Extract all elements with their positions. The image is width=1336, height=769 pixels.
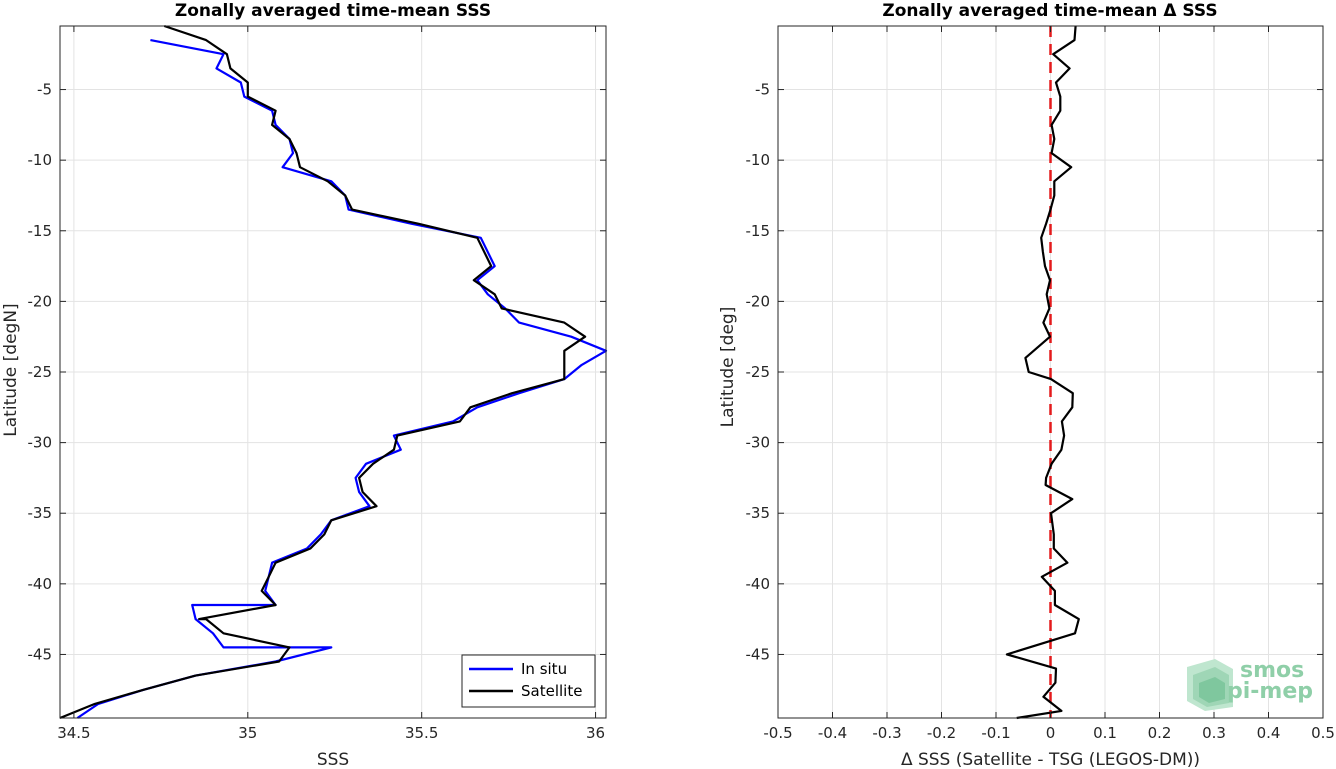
x-tick-label: 35.5 <box>405 724 438 742</box>
chart-title: Zonally averaged time-mean Δ SSS <box>882 1 1217 21</box>
y-tick-label: -10 <box>746 151 771 169</box>
x-axis-label: Δ SSS (Satellite - TSG (LEGOS-DM)) <box>901 750 1200 769</box>
logo-waves-core-icon <box>1199 677 1225 703</box>
x-tick-label: 0.5 <box>1311 724 1335 742</box>
x-tick-label: 34.5 <box>57 724 90 742</box>
y-tick-label: -35 <box>746 504 771 522</box>
legend-box <box>461 654 596 708</box>
logo-text-pi-mep: pi-mep <box>1227 679 1313 704</box>
x-tick-label: 0.3 <box>1202 724 1226 742</box>
x-tick-label: 36 <box>586 724 605 742</box>
delta-sss-panel: -0.5 -0.4 -0.3 -0.2 -0.1 0 0.1 0.2 0.3 0.4 0.5 -5 -1… <box>718 1 1335 769</box>
x-tick-label: 0 <box>1046 724 1056 742</box>
y-axis-label: Latitude [deg] <box>718 307 738 428</box>
legend-label-satellite: Satellite <box>521 682 582 700</box>
y-tick-label: -30 <box>28 434 53 452</box>
x-tick-label: 35 <box>238 724 257 742</box>
x-tick-label: -0.1 <box>981 724 1010 742</box>
in-situ-series-line <box>76 39 608 719</box>
y-tick-label: -45 <box>746 645 771 663</box>
delta-sss-series-line <box>1005 25 1080 720</box>
chart-title: Zonally averaged time-mean SSS <box>175 1 491 21</box>
x-tick-label: -0.4 <box>818 724 847 742</box>
y-tick-label: -20 <box>746 292 771 310</box>
y-tick-label: -40 <box>28 575 53 593</box>
y-tick-label: -40 <box>746 575 771 593</box>
y-tick-label: -30 <box>746 434 771 452</box>
legend-label-in-situ: In situ <box>521 660 567 678</box>
y-tick-label: -35 <box>28 504 53 522</box>
x-tick-label: -0.5 <box>763 724 792 742</box>
y-tick-label: -25 <box>746 363 771 381</box>
y-tick-label: -5 <box>37 81 52 99</box>
x-tick-label: -0.3 <box>872 724 901 742</box>
logo-text-smos: smos <box>1240 658 1304 683</box>
smos-pi-mep-logo: smos pi-mep <box>1187 658 1313 711</box>
legend: In situ Satellite <box>461 654 596 708</box>
y-tick-label: -15 <box>28 222 53 240</box>
y-tick-label: -45 <box>28 645 53 663</box>
x-tick-label: 0.4 <box>1257 724 1281 742</box>
y-tick-label: -5 <box>755 81 770 99</box>
satellite-series-line <box>59 24 587 720</box>
y-axis-label: Latitude [degN] <box>1 303 21 436</box>
x-tick-label: 0.1 <box>1093 724 1117 742</box>
y-tick-label: -25 <box>28 363 53 381</box>
x-tick-label: 0.2 <box>1148 724 1172 742</box>
sss-panel: 34.5 35 35.5 36 -5 -10 -15 -20 -25 -30 -35 -40 -45 Zo… <box>1 1 608 769</box>
y-tick-label: -15 <box>746 222 771 240</box>
x-axis-label: SSS <box>317 750 349 769</box>
y-tick-label: -10 <box>28 151 53 169</box>
x-tick-label: -0.2 <box>927 724 956 742</box>
y-tick-label: -20 <box>28 292 53 310</box>
